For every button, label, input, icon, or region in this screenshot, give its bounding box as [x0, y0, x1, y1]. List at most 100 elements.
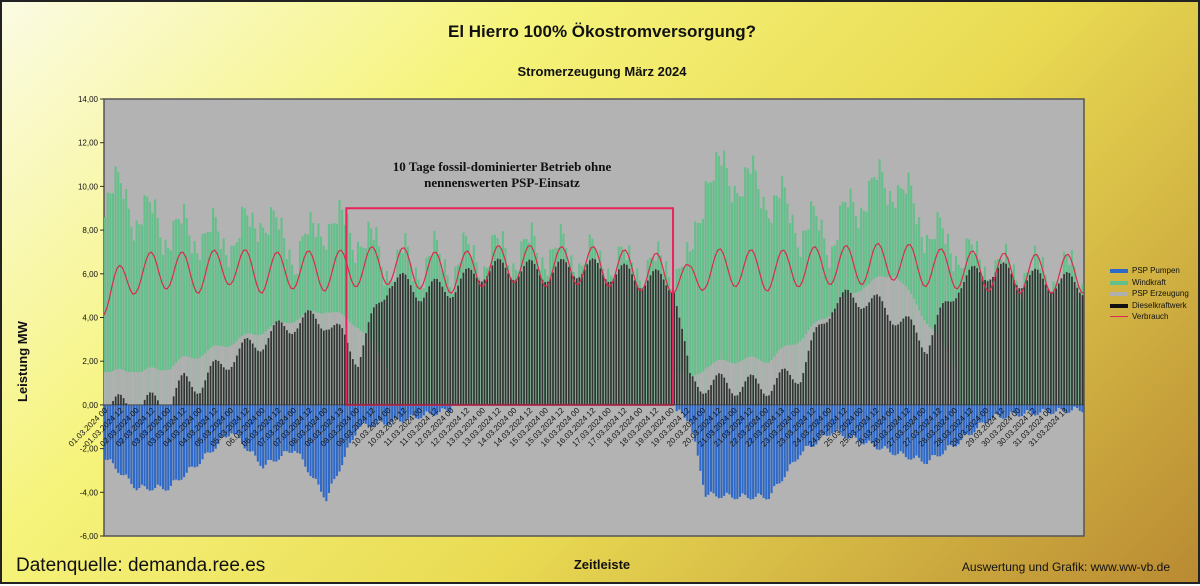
- legend-swatch-windkraft: [1110, 280, 1128, 285]
- bar-windkraft: [783, 187, 786, 405]
- bar-dieselkraftwerk: [270, 331, 272, 405]
- bar-psp-pumpen: [749, 404, 752, 500]
- bar-dieselkraftwerk: [401, 272, 404, 405]
- bar-psp-pumpen: [983, 404, 986, 424]
- bar-psp-pumpen: [783, 404, 786, 478]
- bar-psp-pumpen: [810, 404, 813, 447]
- bar-dieselkraftwerk: [491, 265, 494, 405]
- bar-psp-erzeugung: [164, 370, 167, 405]
- bar-psp-pumpen: [870, 404, 873, 444]
- bar-dieselkraftwerk: [533, 263, 536, 405]
- bar-psp-pumpen: [201, 404, 204, 460]
- bar-psp-pumpen: [327, 404, 331, 493]
- bar-psp-pumpen: [146, 404, 149, 490]
- bar-psp-pumpen: [151, 404, 154, 491]
- highlight-annotation: 10 Tage fossil-dominierter Betrieb ohne …: [392, 159, 612, 190]
- bar-dieselkraftwerk: [225, 369, 228, 405]
- bar-psp-pumpen: [1020, 404, 1023, 416]
- bar-psp-pumpen: [865, 404, 868, 444]
- bar-windkraft: [143, 195, 146, 405]
- bar-psp-pumpen: [831, 404, 834, 434]
- bar-dieselkraftwerk: [863, 307, 865, 405]
- bar-windkraft: [172, 220, 175, 405]
- bar-windkraft: [707, 183, 710, 405]
- bar-dieselkraftwerk: [736, 395, 739, 405]
- bar-windkraft: [746, 168, 749, 405]
- bar-dieselkraftwerk: [712, 379, 715, 405]
- bar-windkraft: [117, 172, 120, 405]
- bar-windkraft: [248, 226, 251, 405]
- bar-psp-pumpen: [441, 404, 444, 409]
- bar-psp-erzeugung: [738, 361, 741, 405]
- bar-dieselkraftwerk: [188, 381, 191, 405]
- bar-psp-pumpen: [246, 404, 249, 451]
- bar-psp-pumpen: [715, 404, 718, 497]
- bar-psp-pumpen: [928, 404, 931, 461]
- bar-psp-pumpen: [362, 404, 365, 423]
- bar-dieselkraftwerk: [444, 291, 446, 405]
- bar-psp-pumpen: [770, 404, 773, 494]
- bar-dieselkraftwerk: [881, 301, 884, 405]
- bar-psp-pumpen: [817, 404, 821, 441]
- bar-dieselkraftwerk: [683, 341, 686, 405]
- bar-psp-pumpen: [185, 404, 188, 473]
- bar-psp-pumpen: [881, 404, 884, 449]
- bar-dieselkraftwerk: [117, 394, 120, 405]
- bar-dieselkraftwerk: [396, 277, 399, 405]
- bar-dieselkraftwerk: [146, 395, 149, 405]
- bar-dieselkraftwerk: [351, 359, 354, 405]
- bar-dieselkraftwerk: [586, 264, 589, 405]
- bar-psp-pumpen: [259, 404, 262, 466]
- bar-dieselkraftwerk: [823, 323, 826, 405]
- bar-psp-erzeugung: [791, 344, 794, 405]
- bar-psp-pumpen: [1055, 404, 1058, 412]
- bar-windkraft: [691, 249, 694, 405]
- bar-psp-pumpen: [702, 404, 705, 485]
- bar-dieselkraftwerk: [986, 281, 989, 405]
- bar-dieselkraftwerk: [214, 359, 217, 405]
- bar-windkraft: [227, 267, 230, 405]
- bar-psp-pumpen: [1065, 404, 1068, 414]
- bar-dieselkraftwerk: [481, 281, 483, 405]
- bar-psp-pumpen: [994, 404, 997, 415]
- bar-dieselkraftwerk: [388, 288, 391, 405]
- bar-windkraft: [367, 221, 370, 405]
- bar-psp-pumpen: [733, 404, 736, 500]
- bar-dieselkraftwerk: [920, 347, 923, 405]
- bar-dieselkraftwerk: [504, 267, 507, 405]
- bar-dieselkraftwerk: [976, 268, 979, 405]
- bar-psp-pumpen: [1070, 404, 1073, 411]
- bar-windkraft: [738, 196, 741, 405]
- bar-psp-pumpen: [238, 404, 241, 439]
- bar-psp-pumpen: [918, 404, 921, 458]
- bar-psp-erzeugung: [699, 373, 702, 405]
- y-tick-label: 2,00: [82, 357, 98, 366]
- bar-dieselkraftwerk: [1028, 275, 1031, 405]
- bar-dieselkraftwerk: [873, 295, 876, 405]
- bar-psp-erzeugung: [156, 369, 159, 405]
- bar-dieselkraftwerk: [1060, 278, 1063, 405]
- bar-psp-erzeugung: [130, 372, 133, 405]
- bar-psp-pumpen: [1007, 404, 1010, 416]
- bar-dieselkraftwerk: [583, 269, 586, 405]
- bar-psp-pumpen: [349, 404, 352, 444]
- bar-psp-pumpen: [306, 404, 309, 473]
- bar-dieselkraftwerk: [697, 386, 699, 405]
- bar-psp-pumpen: [1052, 404, 1055, 414]
- bar-windkraft: [925, 234, 929, 405]
- bar-dieselkraftwerk: [462, 272, 465, 405]
- bar-windkraft: [277, 229, 280, 405]
- bar-dieselkraftwerk: [715, 375, 718, 405]
- bar-psp-erzeugung: [733, 363, 736, 405]
- bar-dieselkraftwerk: [754, 378, 757, 405]
- bar-dieselkraftwerk: [694, 381, 697, 405]
- bar-dieselkraftwerk: [546, 281, 549, 405]
- bar-dieselkraftwerk: [567, 267, 570, 405]
- bar-psp-pumpen: [1068, 404, 1071, 413]
- bar-psp-erzeugung: [159, 370, 162, 405]
- bar-psp-pumpen: [960, 404, 963, 441]
- bar-psp-pumpen: [312, 404, 315, 479]
- bar-windkraft: [349, 232, 352, 405]
- bar-windkraft: [712, 180, 715, 405]
- bar-psp-pumpen: [285, 404, 288, 452]
